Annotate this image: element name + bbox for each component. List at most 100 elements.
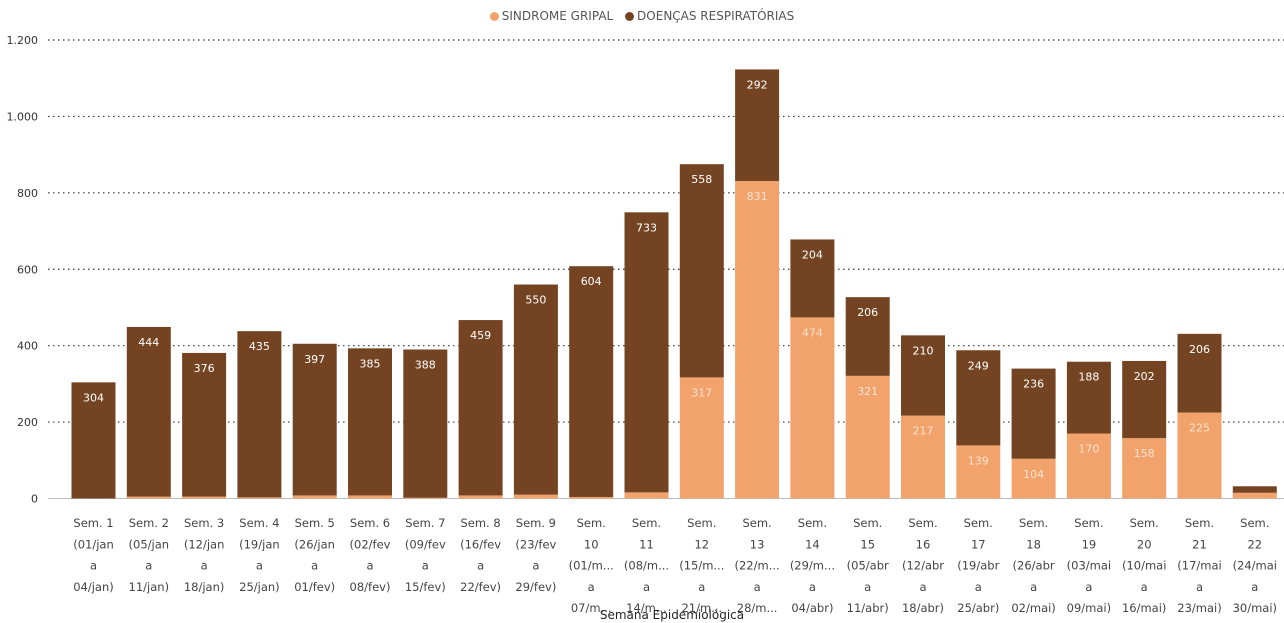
data-label-doencas-respiratorias-4: 435 [249, 340, 270, 353]
x-tick-label-18-line-4: a [1030, 580, 1037, 594]
x-tick-label-17-line-5: 25/abr) [957, 601, 999, 615]
x-axis-title: Semana Epidemiológica [599, 608, 745, 622]
data-label-doencas-respiratorias-18: 236 [1023, 378, 1044, 391]
data-label-doencas-respiratorias-21: 206 [1189, 343, 1210, 356]
x-tick-label-7-line-4: 15/fev) [405, 580, 446, 594]
legend-dot-doencas-respiratorias [625, 11, 635, 21]
bar-sindrome-gripal-21 [1177, 412, 1222, 499]
bar-sindrome-gripal-11 [624, 492, 669, 499]
bar-doencas-respiratorias-8 [458, 320, 503, 496]
data-label-doencas-respiratorias-16: 210 [913, 344, 934, 357]
x-tick-label-14-line-3: (29/m... [790, 559, 835, 573]
x-tick-label-11-line-1: Sem. [632, 516, 661, 530]
x-tick-label-13-line-3: (22/m... [735, 559, 780, 573]
x-tick-label-10-line-5: 07/m... [571, 601, 612, 615]
bar-doencas-respiratorias-16 [901, 335, 945, 416]
x-tick-label-22-line-5: 30/mai) [1233, 601, 1277, 615]
bar-sindrome-gripal-4 [237, 497, 282, 499]
x-tick-label-16-line-4: a [919, 580, 926, 594]
x-tick-label-6-line-1: Sem. 6 [350, 516, 390, 530]
x-tick-label-4-line-2: (19/jan [239, 537, 280, 551]
x-tick-label-22-line-1: Sem. [1240, 516, 1269, 530]
x-tick-label-8-line-3: a [477, 559, 484, 573]
y-tick-label-1000: 1.000 [7, 110, 39, 123]
bar-doencas-respiratorias-21 [1177, 333, 1222, 413]
x-tick-label-18-line-2: 18 [1026, 537, 1041, 551]
y-tick-label-0: 0 [31, 493, 38, 506]
y-tick-label-800: 800 [17, 187, 38, 200]
x-tick-label-12-line-1: Sem. [687, 516, 716, 530]
data-label-doencas-respiratorias-8: 459 [470, 329, 491, 342]
x-tick-label-15-line-2: 15 [860, 537, 875, 551]
x-tick-label-19-line-2: 19 [1082, 537, 1097, 551]
x-tick-label-7-line-3: a [422, 559, 429, 573]
data-label-doencas-respiratorias-6: 385 [360, 357, 381, 370]
x-tick-label-20-line-2: 20 [1137, 537, 1152, 551]
x-tick-label-9-line-1: Sem. 9 [516, 516, 556, 530]
bar-sindrome-gripal-9 [513, 494, 558, 499]
x-tick-label-12-line-4: a [698, 580, 705, 594]
bar-doencas-respiratorias-11 [624, 212, 669, 493]
x-tick-label-5-line-2: (26/jan [294, 537, 335, 551]
legend-label-doencas-respiratorias: DOENÇAS RESPIRATÓRIAS [637, 9, 795, 23]
legend-item-doencas-respiratorias[interactable]: DOENÇAS RESPIRATÓRIAS [625, 9, 794, 23]
x-tick-label-20-line-1: Sem. [1130, 516, 1159, 530]
x-tick-label-18-line-1: Sem. [1019, 516, 1048, 530]
x-tick-label-2-line-2: (05/jan [129, 537, 170, 551]
x-tick-label-3-line-3: a [201, 559, 208, 573]
data-label-sindrome-gripal-13: 831 [747, 190, 768, 203]
bar-sindrome-gripal-19 [1066, 433, 1111, 499]
x-tick-label-19-line-1: Sem. [1074, 516, 1103, 530]
bar-doencas-respiratorias-5 [292, 343, 337, 496]
bar-doencas-respiratorias-6 [348, 348, 392, 496]
bar-sindrome-gripal-8 [458, 495, 503, 499]
data-label-doencas-respiratorias-5: 397 [304, 353, 325, 366]
x-tick-label-17-line-4: a [975, 580, 982, 594]
x-tick-label-16-line-2: 16 [916, 537, 931, 551]
x-tick-label-19-line-4: a [1085, 580, 1092, 594]
data-label-doencas-respiratorias-11: 733 [636, 221, 657, 234]
x-tick-label-16-line-1: Sem. [908, 516, 937, 530]
bar-doencas-respiratorias-19 [1066, 361, 1111, 434]
bar-doencas-respiratorias-2 [126, 326, 171, 497]
bar-sindrome-gripal-18 [1011, 458, 1056, 499]
bar-sindrome-gripal-6 [348, 495, 392, 499]
bar-sindrome-gripal-16 [901, 415, 945, 499]
x-tick-label-1-line-1: Sem. 1 [73, 516, 113, 530]
data-label-doencas-respiratorias-17: 249 [968, 359, 989, 372]
x-tick-label-16-line-5: 18/abr) [902, 601, 944, 615]
x-tick-label-4-line-3: a [256, 559, 263, 573]
x-tick-label-1-line-2: (01/jan [73, 537, 114, 551]
data-label-doencas-respiratorias-20: 202 [1134, 370, 1155, 383]
data-label-doencas-respiratorias-9: 550 [525, 294, 546, 307]
data-label-doencas-respiratorias-12: 558 [691, 173, 712, 186]
x-tick-label-22-line-4: a [1251, 580, 1258, 594]
bar-doencas-respiratorias-10 [569, 266, 614, 497]
x-tick-label-9-line-2: (23/fev [515, 537, 556, 551]
x-tick-label-3-line-4: 18/jan) [184, 580, 225, 594]
x-tick-label-21-line-2: 21 [1192, 537, 1207, 551]
y-tick-label-200: 200 [17, 416, 38, 429]
x-tick-label-18-line-5: 02/mai) [1011, 601, 1055, 615]
x-tick-label-1-line-4: 04/jan) [73, 580, 114, 594]
legend-item-sindrome-gripal[interactable]: SINDROME GRIPAL [489, 9, 613, 23]
x-tick-label-12-line-5: 21/m... [681, 601, 722, 615]
data-label-doencas-respiratorias-3: 376 [194, 362, 215, 375]
data-label-sindrome-gripal-19: 170 [1078, 443, 1099, 456]
x-tick-label-5-line-4: 01/fev) [294, 580, 335, 594]
bar-sindrome-gripal-5 [292, 495, 337, 499]
x-tick-label-22-line-2: 22 [1247, 537, 1262, 551]
bar-sindrome-gripal-17 [956, 445, 1001, 499]
bar-sindrome-gripal-22 [1232, 492, 1277, 499]
x-tick-label-20-line-3: (10/mai [1122, 559, 1166, 573]
bar-doencas-respiratorias-3 [182, 352, 227, 497]
x-tick-label-20-line-5: 16/mai) [1122, 601, 1166, 615]
data-label-sindrome-gripal-17: 139 [968, 454, 989, 467]
x-tick-label-4-line-1: Sem. 4 [239, 516, 279, 530]
x-tick-label-7-line-2: (09/fev [405, 537, 446, 551]
x-tick-label-11-line-2: 11 [639, 537, 654, 551]
bar-doencas-respiratorias-12 [679, 164, 724, 378]
x-tick-label-14-line-2: 14 [805, 537, 820, 551]
bar-sindrome-gripal-7 [403, 497, 448, 499]
